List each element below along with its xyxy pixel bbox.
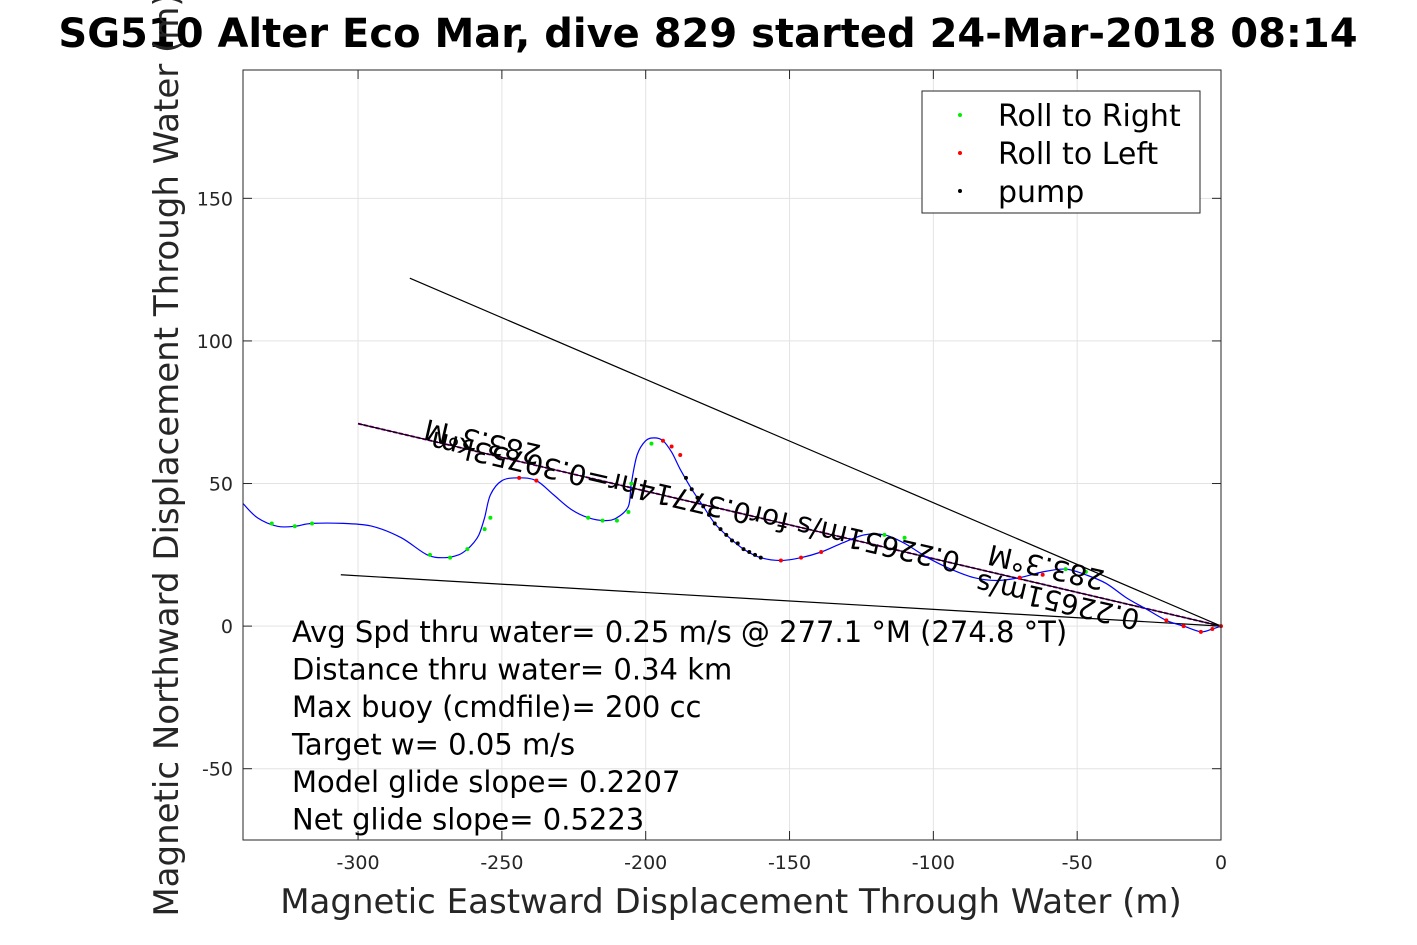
roll-to-left-point [1198, 629, 1203, 634]
y-tick-label: 150 [197, 188, 233, 210]
roll-to-left-point [1210, 626, 1215, 631]
roll-to-left-point [678, 453, 683, 457]
roll-to-right-point [292, 524, 297, 529]
legend-box [921, 90, 1201, 214]
pump-point [706, 512, 711, 517]
annotation-line: Target w= 0.05 m/s [291, 728, 575, 762]
roll-to-left-point [799, 555, 804, 560]
roll-to-left-point [819, 549, 824, 554]
points-group [269, 438, 1223, 634]
pump-point [718, 527, 723, 532]
y-tick-label: 0 [221, 616, 233, 638]
roll-to-right-point [1083, 569, 1088, 574]
annotation-line: Avg Spd thru water= 0.25 m/s @ 277.1 °M … [292, 615, 1067, 649]
legend-marker [958, 189, 962, 193]
legend-entry: Roll to Right [998, 99, 1181, 134]
pump-point [712, 521, 717, 526]
roll-to-right-point [448, 555, 453, 560]
annotation-line: Net glide slope= 0.5223 [292, 803, 644, 837]
x-tick-label: -250 [480, 852, 523, 874]
roll-to-right-point [902, 535, 907, 540]
pump-point [758, 555, 763, 560]
current-line [357, 423, 1222, 627]
chart-title: SG510 Alter Eco Mar, dive 829 started 24… [58, 11, 1357, 57]
pump-point [695, 495, 700, 500]
roll-to-right-point [269, 521, 274, 526]
pump-point [753, 552, 758, 557]
roll-to-right-point [1063, 567, 1068, 572]
roll-to-left-point [534, 478, 539, 483]
roll-to-left-point [1164, 618, 1169, 623]
pump-point [730, 538, 734, 543]
roll-to-right-point [626, 510, 631, 515]
legend-entry: pump [998, 175, 1084, 210]
pump-point [689, 487, 694, 492]
roll-to-right-point [614, 518, 619, 523]
roll-to-left-point [1017, 575, 1022, 580]
x-tick-label: 0 [1215, 852, 1227, 874]
annotations: Avg Spd thru water= 0.25 m/s @ 277.1 °M … [291, 615, 1067, 837]
roll-to-left-point [778, 558, 783, 563]
roll-to-right-point [600, 518, 605, 523]
roll-to-left-point [660, 438, 665, 443]
pump-point [724, 532, 729, 537]
y-tick-label: -50 [202, 759, 233, 781]
upper-bound-line [409, 277, 1222, 627]
legend-marker [958, 113, 962, 117]
roll-to-right-point [882, 532, 887, 537]
y-axis-label: Magnetic Northward Displacement Through … [147, 0, 187, 917]
track-group [242, 437, 1222, 633]
roll-to-right-point [465, 547, 470, 552]
x-tick-label: -50 [1062, 852, 1093, 874]
roll-to-right-point [629, 481, 634, 486]
annotation-line: Distance thru water= 0.34 km [292, 653, 732, 687]
legend-entry: Roll to Left [998, 137, 1158, 172]
pump-point [747, 549, 752, 554]
roll-to-right-point [586, 515, 591, 520]
track-line [242, 437, 1222, 633]
ticks: -300 -250 -200 -150 -100 -50 0 -50 0 50 100 150 [197, 70, 1227, 874]
plot-frame [242, 69, 1222, 841]
legend-marker [958, 151, 962, 155]
x-tick-label: -100 [912, 852, 955, 874]
x-tick-label: -200 [624, 852, 667, 874]
x-tick-label: -150 [768, 852, 811, 874]
y-tick-label: 50 [209, 474, 233, 496]
roll-to-right-point [488, 515, 493, 520]
roll-to-right-point [649, 441, 654, 446]
roll-to-right-point [310, 521, 315, 526]
pump-point [741, 547, 746, 552]
x-axis-label: Magnetic Eastward Displacement Through W… [280, 882, 1182, 922]
lower-bound-line [340, 574, 1222, 627]
rotated-labels: 283.3°M0.22651m/s for0.37714hr=0.30753km… [421, 412, 1143, 636]
roll-to-right-point [482, 527, 487, 532]
annotation-line: Model glide slope= 0.2207 [292, 765, 680, 799]
reference-lines [340, 277, 1222, 628]
roll-to-left-point [1040, 572, 1045, 577]
pump-point [735, 541, 740, 546]
pump-point [701, 504, 706, 509]
annotation-line: Max buoy (cmdfile)= 200 cc [292, 690, 701, 724]
pump-point [683, 475, 688, 480]
rotated-label: 0.22651m/s for0.37714hr=0.30753km [427, 424, 963, 578]
roll-to-left-point [1181, 624, 1186, 629]
y-tick-label: 100 [197, 331, 233, 353]
x-tick-label: -300 [336, 852, 379, 874]
roll-to-left-point [669, 444, 674, 449]
roll-to-right-point [427, 552, 432, 557]
roll-to-left-point [517, 475, 522, 480]
